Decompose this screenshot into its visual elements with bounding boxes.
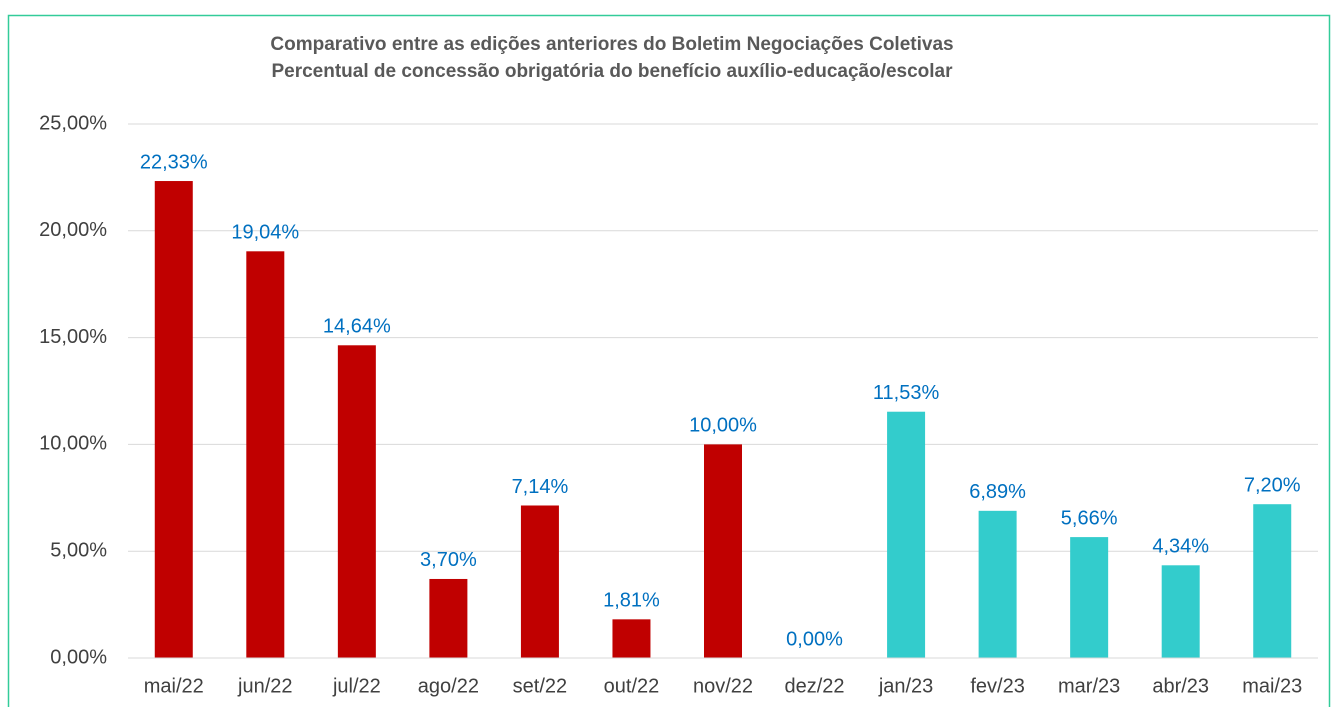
y-tick-label: 0,00% xyxy=(50,646,107,668)
y-tick-label: 5,00% xyxy=(50,539,107,561)
bar xyxy=(520,505,559,658)
data-label: 11,53% xyxy=(873,382,940,404)
x-tick-label: abr/23 xyxy=(1152,675,1209,697)
bar xyxy=(1253,504,1292,658)
data-label: 3,70% xyxy=(420,549,477,571)
data-label: 22,33% xyxy=(140,151,208,173)
bar xyxy=(1161,565,1200,658)
bar xyxy=(612,619,651,658)
x-tick-label: out/22 xyxy=(604,675,660,697)
data-label: 7,20% xyxy=(1244,474,1301,496)
bar xyxy=(887,411,926,658)
data-label: 6,89% xyxy=(969,481,1026,503)
x-tick-label: set/22 xyxy=(513,675,567,697)
bar xyxy=(429,578,468,658)
y-tick-label: 10,00% xyxy=(39,433,107,455)
x-tick-label: jul/22 xyxy=(332,675,381,697)
y-tick-label: 20,00% xyxy=(39,219,107,241)
x-tick-label: dez/22 xyxy=(785,675,845,697)
bar xyxy=(704,444,742,658)
data-label: 4,34% xyxy=(1152,536,1209,558)
bar xyxy=(154,181,193,659)
data-label: 19,04% xyxy=(231,222,299,244)
chart-title: Comparativo entre as edições anteriores … xyxy=(270,34,953,55)
x-tick-label: mai/22 xyxy=(144,675,204,697)
data-label: 10,00% xyxy=(689,415,757,437)
x-tick-label: mai/23 xyxy=(1242,675,1302,697)
data-label: 14,64% xyxy=(323,316,391,338)
y-tick-label: 25,00% xyxy=(39,112,107,134)
bar xyxy=(246,251,285,658)
chart-subtitle: Percentual de concessão obrigatória do b… xyxy=(271,61,953,82)
x-tick-label: fev/23 xyxy=(970,675,1024,697)
x-tick-label: jan/23 xyxy=(878,675,934,697)
bar xyxy=(337,345,376,658)
y-tick-label: 15,00% xyxy=(39,326,107,348)
bar xyxy=(1070,537,1109,658)
data-label: 5,66% xyxy=(1061,507,1118,529)
x-tick-label: nov/22 xyxy=(693,675,753,697)
data-label: 1,81% xyxy=(603,590,660,612)
bar xyxy=(978,510,1017,658)
data-label: 7,14% xyxy=(512,476,569,498)
chart-frame xyxy=(7,14,1331,707)
x-tick-label: jun/22 xyxy=(237,675,293,697)
x-tick-label: mar/23 xyxy=(1058,675,1120,697)
data-label: 0,00% xyxy=(786,628,843,650)
x-tick-label: ago/22 xyxy=(418,675,479,697)
